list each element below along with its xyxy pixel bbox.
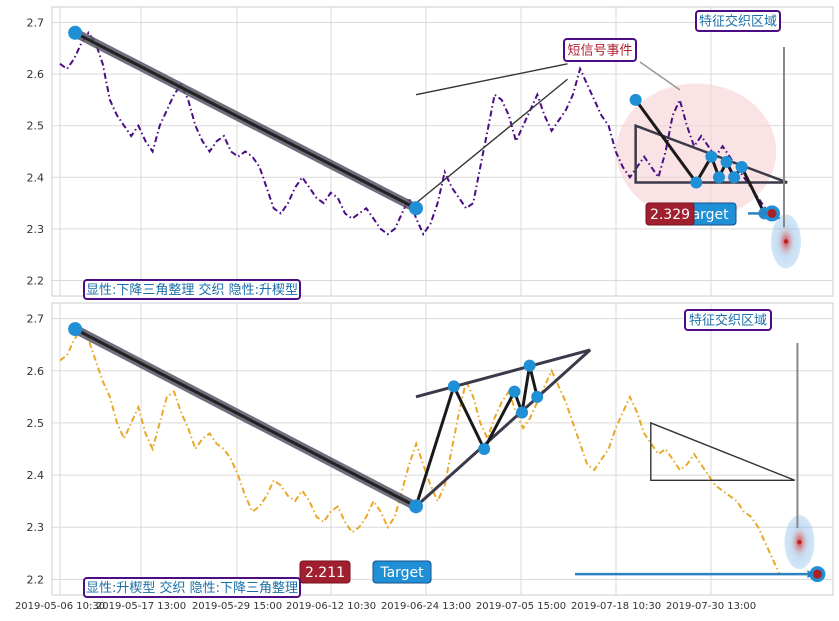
panel-bottom-ytick-label: 2.5 [27, 417, 45, 430]
bottom-target-label: Target [372, 560, 432, 584]
x-tick-label: 2019-05-06 10:30 [15, 601, 105, 612]
panel-top-price-line [59, 31, 781, 237]
panel-top-ytick-label: 2.5 [27, 120, 45, 133]
top-value-label-text: 2.329 [650, 207, 690, 223]
panel-bottom-ytick-label: 2.2 [27, 573, 45, 586]
panel-top-turn-point [408, 201, 423, 216]
bottom-zone-label: 特征交织区域 [684, 309, 772, 331]
bottom-pattern-label-text: 显性:升楔型 交织 隐性:下降三角整理 [86, 580, 298, 596]
panel-top-zigzag-point [705, 150, 718, 163]
panel-bottom-zigzag-point [409, 500, 422, 513]
panel-bottom-target-point [812, 569, 822, 579]
top-event-label-box [563, 38, 637, 62]
top-pattern-label-box [83, 279, 301, 300]
panel-bottom-ytick-label: 2.4 [27, 469, 45, 482]
top-event-label: 短信号事件 [563, 38, 637, 62]
panel-top-ytick-label: 2.2 [27, 275, 45, 288]
panel-bottom-ytick-label: 2.6 [27, 365, 45, 378]
panel-top-target-point [767, 208, 777, 218]
top-target-label-text: Target [684, 207, 729, 223]
bottom-value-label-box [299, 560, 351, 584]
panel-bottom-price-line [59, 327, 781, 575]
panel-bottom-zigzag-point [523, 359, 536, 372]
panel-bottom-zigzag-point [531, 390, 544, 403]
panel-top-ytick-label: 2.6 [27, 68, 45, 81]
panel-top-wedge-line-1 [415, 63, 568, 96]
panel-bottom-triangle [650, 421, 795, 481]
x-tick-label: 2019-06-12 10:30 [286, 601, 376, 612]
bottom-value-label: 2.211 [299, 560, 351, 584]
panel-bottom-blob-center [797, 539, 802, 545]
bottom-zone-label-box [684, 309, 772, 331]
bottom-value-label-text: 2.211 [305, 565, 345, 581]
panel-bottom-zigzag-point [508, 385, 521, 398]
panel-top-zigzag-point [690, 176, 703, 189]
panel-top-start-point [68, 25, 83, 40]
x-tick-label: 2019-05-17 13:00 [96, 601, 186, 612]
panel-bottom-wedge-line-1 [415, 348, 591, 399]
panel-top-zigzag-point [629, 93, 642, 106]
panel-bottom-target-arrowhead [807, 570, 815, 579]
bottom-pattern-label: 显性:升楔型 交织 隐性:下降三角整理 [83, 577, 301, 598]
panel-bottom-trend-line [74, 327, 417, 508]
bottom-pattern-label-box [83, 577, 301, 598]
panel-top-zigzag-point [720, 155, 733, 168]
panel-top-highlight-ellipse [616, 83, 777, 220]
bottom-zone-label-text: 特征交织区域 [689, 313, 767, 329]
top-pattern-label: 显性:下降三角整理 交织 隐性:升楔型 [83, 279, 301, 300]
top-zone-label-box [695, 10, 781, 32]
top-zone-label: 特征交织区域 [695, 10, 781, 32]
panel-bottom-ytick-label: 2.3 [27, 521, 45, 534]
panel-top-trend-line [74, 31, 417, 210]
panel-top-blob-center [783, 239, 789, 244]
x-tick-label: 2019-07-05 15:00 [476, 601, 566, 612]
top-pattern-label-text: 显性:下降三角整理 交织 隐性:升楔型 [86, 282, 298, 298]
x-tick-label: 2019-07-30 13:00 [666, 601, 756, 612]
panel-bottom-start-point [68, 322, 83, 337]
panel-top-zigzag-point [712, 171, 725, 184]
panel-top-zigzag-point [735, 160, 748, 173]
bottom-target-label-box [372, 560, 432, 584]
panel-bottom-wedge-line-2 [414, 348, 592, 508]
x-tick-label: 2019-05-29 15:00 [192, 601, 282, 612]
bottom-target-label-text: Target [379, 565, 424, 581]
top-zone-label-text: 特征交织区域 [699, 14, 777, 30]
panel-bottom-zigzag-point [516, 406, 529, 419]
top-event-label-text: 短信号事件 [567, 44, 632, 59]
panel-bottom-frame [51, 302, 834, 596]
panel-bottom-zigzag-point [447, 380, 460, 393]
x-tick-label: 2019-07-18 10:30 [571, 601, 661, 612]
panel-top-ytick-label: 2.4 [27, 171, 45, 184]
x-tick-label: 2019-06-24 13:00 [381, 601, 471, 612]
panel-top-wedge-line-2 [415, 78, 568, 204]
top-value-label: 2.329 [645, 202, 695, 226]
panel-bottom-zigzag-point [478, 443, 491, 455]
panel-top-target-arrowhead [761, 209, 769, 218]
top-value-label-box [645, 202, 695, 226]
panel-top: 2.2 2.3 2.4 2.5 2.6 2.7 [27, 6, 834, 297]
panel-top-zigzag-point [728, 171, 741, 184]
top-event-pointer [639, 61, 681, 91]
panel-bottom: 2.2 2.3 2.4 2.5 2.6 2.7 [27, 302, 834, 596]
panel-bottom-ytick-label: 2.7 [27, 313, 45, 326]
panel-top-ytick-label: 2.7 [27, 16, 45, 29]
panel-top-ytick-label: 2.3 [27, 223, 45, 236]
